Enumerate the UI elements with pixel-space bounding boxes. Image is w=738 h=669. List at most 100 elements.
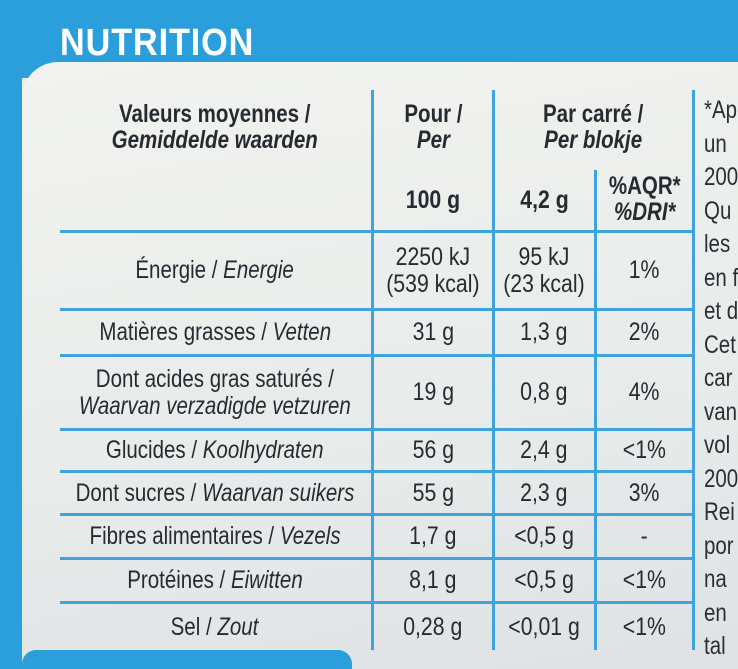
value-per-100g-text: 8,1 g [409,566,457,595]
side-text-line: van [704,397,738,426]
side-text-line: tal [704,632,726,660]
header-dri: %DRI* [613,198,676,226]
value-per-100g-main: 8,1 g [409,566,457,595]
row-divider-7 [60,601,694,604]
nutrient-label: Sel / Zout [60,604,370,650]
header-per100-nl: Per [416,126,450,154]
value-percent-ri-text: <1% [623,567,666,593]
nutrient-label-text: Matières grasses / Vetten [99,319,331,345]
nutrient-label: Glucides / Koolhydraten [60,431,370,470]
value-per-square: 2,4 g [494,431,594,470]
nutrient-label-text: Fibres alimentaires / Vezels [89,523,340,549]
row-divider-3 [60,428,694,431]
side-text-line: en f [704,263,738,292]
nutrient-name-nl: Zout [217,612,259,641]
value-percent-ri: <1% [597,560,692,601]
value-per-100g-main: 19 g [412,378,454,407]
nutrient-label-line: Matières grasses / Vetten [99,319,331,345]
value-percent-ri: <1% [597,604,692,650]
value-percent-ri-text: 3% [629,480,660,506]
side-text-line: 200 [704,464,738,493]
value-percent-ri: <1% [597,431,692,470]
value-per-100g-text: 2250 kJ (539 kcal) [386,244,479,297]
nutrient-name-fr: Énergie / [135,256,224,285]
value-per-100g: 1,7 g [374,516,492,557]
value-per-square-main: <0,5 g [514,522,574,551]
value-percent-ri-text: 1% [629,257,660,283]
value-per-square-text: <0,5 g [514,522,574,551]
side-text-line: *Ap [704,96,738,124]
value-per-square-main: 2,3 g [520,478,568,507]
nutrient-label-line: Fibres alimentaires / Vezels [89,523,340,549]
nutrient-name-nl: Vezels [279,522,341,551]
nutrient-label-text: Protéines / Eiwitten [127,567,302,593]
row-divider-6 [60,557,694,560]
row-divider-4 [60,470,694,473]
value-per-100g: 55 g [374,473,492,513]
value-per-100g-text: 0,28 g [403,614,462,641]
value-per-100g-text: 31 g [412,319,453,346]
nutrient-label-line: Énergie / Energie [136,257,294,283]
header-label-fr: Valeurs moyennes / [119,99,311,128]
value-percent: 3% [629,478,660,507]
nutrition-card [22,62,738,669]
value-per-100g: 2250 kJ (539 kcal) [374,233,492,308]
value-percent-ri: - [597,516,692,557]
value-per-square-text: <0,01 g [508,612,580,641]
value-per-100g-main: 55 g [412,478,454,507]
nutrient-label-text: Dont acides gras saturés / Waarvan verzad… [79,366,351,419]
value-percent: <1% [622,612,667,641]
value-per-100g-text: 1,7 g [409,522,457,551]
header-square-nl: Per blokje [543,126,642,154]
nutrient-label: Énergie / Energie [60,233,370,308]
value-per-square: <0,5 g [494,560,594,601]
side-text-line: por [704,531,734,560]
nutrient-name-fr: Sel / [171,612,218,641]
value-per-square-text: 95 kJ (23 kcal) [503,244,584,297]
nutrient-name-nl: Waarvan suikers [202,478,355,507]
nutrient-name-nl: Eiwitten [230,566,303,595]
value-per-square-main: <0,01 g [508,612,580,641]
value-per-square: 0,8 g [494,357,594,428]
side-text-line: en [704,598,727,627]
header-square-fr: Par carré / [542,99,644,128]
nutrient-label-line: Dont acides gras saturés / [79,366,351,392]
value-per-100g-kcal: (539 kcal) [386,269,480,298]
value-per-square: 95 kJ (23 kcal) [494,233,594,308]
col-divider-4 [692,90,695,650]
nutrient-name-nl-line2: Waarvan verzadigde vetzuren [79,391,351,420]
value-per-100g-main: 56 g [412,436,454,465]
value-percent-ri: 4% [597,357,692,428]
value-per-square-main: 0,8 g [520,378,568,407]
value-per-100g: 0,28 g [374,604,492,650]
nutrient-label: Matières grasses / Vetten [60,311,370,354]
value-percent: 2% [629,318,660,347]
side-text-line: vol [704,431,731,459]
value-per-100g-main: 1,7 g [409,522,457,551]
side-text-line: les [704,230,731,258]
side-text-line: 200 [704,163,738,191]
value-percent: 1% [629,256,660,285]
header-col-square: Par carré / Per blokje [494,92,692,162]
header-col-per100: Pour / Per [374,92,492,162]
bottom-blue-strip [22,650,352,669]
side-text-line: na [704,565,727,593]
nutrient-label-line: Protéines / Eiwitten [127,567,302,593]
value-per-square-main: 95 kJ [518,243,570,272]
value-per-square-text: 0,8 g [520,378,568,407]
value-percent-ri: 2% [597,311,692,354]
value-percent-ri-text: - [641,523,648,549]
value-per-100g-main: 2250 kJ [395,243,471,272]
nutrient-label-text: Énergie / Energie [136,257,294,283]
value-per-square-text: 2,3 g [520,478,568,507]
value-per-square: <0,01 g [494,604,594,650]
header-aqr: %AQR* [608,171,681,200]
row-divider-header [60,230,694,233]
nutrient-label-text: Glucides / Koolhydraten [106,437,324,463]
value-per-square-main: <0,5 g [514,566,574,595]
row-divider-2 [60,354,694,357]
nutrient-name-fr: Dont acides gras saturés / [95,365,335,394]
value-percent-ri: 1% [597,233,692,308]
value-percent-ri-text: <1% [623,614,666,640]
nutrient-name-fr: Matières grasses / [99,318,273,347]
